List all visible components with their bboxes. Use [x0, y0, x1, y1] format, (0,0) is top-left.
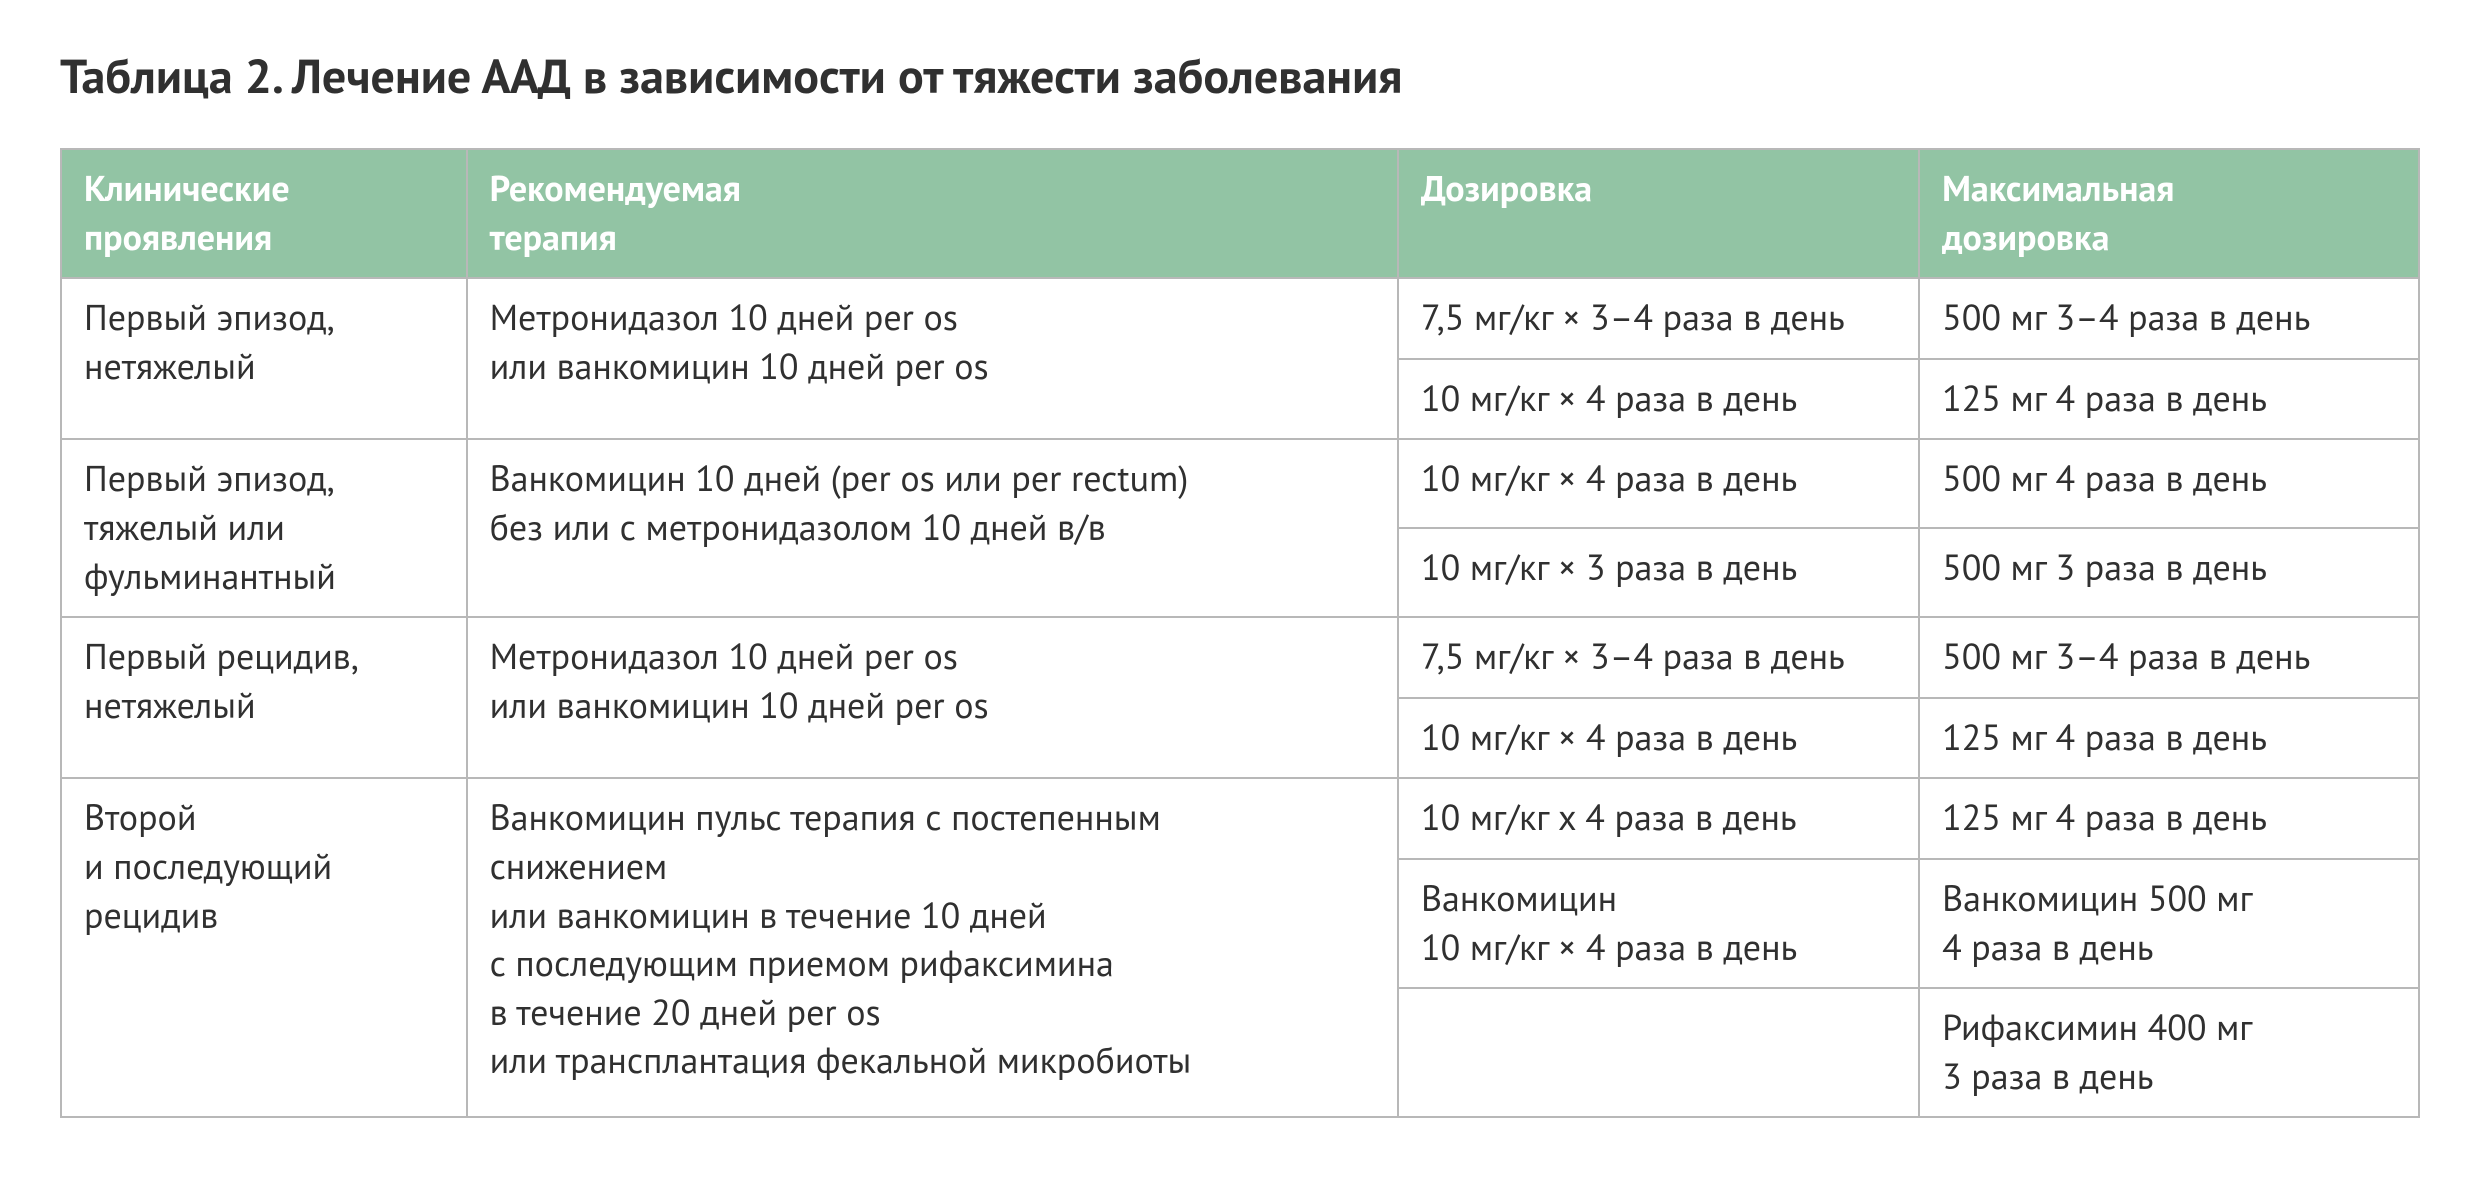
cell-dose: Ванкомицин 10 мг/кг × 4 раза в день: [1398, 859, 1919, 988]
col-therapy: Рекомендуемая терапия: [467, 149, 1398, 278]
cell-dose: 7,5 мг/кг × 3–4 раза в день: [1398, 278, 1919, 359]
cell-therapy: Метронидазол 10 дней per os или ванкомиц…: [467, 617, 1398, 778]
table-title: Таблица 2. Лечение ААД в зависимости от …: [60, 46, 2420, 106]
cell-therapy: Ванкомицин 10 дней (per os или per rectu…: [467, 439, 1398, 617]
table-row: Второй и последующий рецидив Ванкомицин …: [61, 778, 2419, 859]
col-max-dose: Максимальная дозировка: [1919, 149, 2419, 278]
table-header-row: Клинические проявления Рекомендуемая тер…: [61, 149, 2419, 278]
cell-max: 125 мг 4 раза в день: [1919, 778, 2419, 859]
col-dose: Дозировка: [1398, 149, 1919, 278]
table-body: Первый эпизод, нетяжелый Метронидазол 10…: [61, 278, 2419, 1117]
page: Таблица 2. Лечение ААД в зависимости от …: [0, 0, 2480, 1178]
table-row: Первый эпизод, тяжелый или фульминантный…: [61, 439, 2419, 528]
cell-dose: 10 мг/кг × 4 раза в день: [1398, 439, 1919, 528]
cell-max: 125 мг 4 раза в день: [1919, 698, 2419, 779]
cell-clinical: Первый эпизод, нетяжелый: [61, 278, 467, 439]
cell-max: 500 мг 3–4 раза в день: [1919, 617, 2419, 698]
col-clinical: Клинические проявления: [61, 149, 467, 278]
cell-clinical: Первый эпизод, тяжелый или фульминантный: [61, 439, 467, 617]
treatment-table: Клинические проявления Рекомендуемая тер…: [60, 148, 2420, 1118]
cell-dose: 10 мг/кг х 4 раза в день: [1398, 778, 1919, 859]
cell-dose: [1398, 988, 1919, 1117]
cell-max: 500 мг 3 раза в день: [1919, 528, 2419, 617]
table-row: Первый эпизод, нетяжелый Метронидазол 10…: [61, 278, 2419, 359]
cell-max: 125 мг 4 раза в день: [1919, 359, 2419, 440]
cell-dose: 10 мг/кг × 4 раза в день: [1398, 359, 1919, 440]
cell-max: Ванкомицин 500 мг 4 раза в день: [1919, 859, 2419, 988]
cell-max: 500 мг 3–4 раза в день: [1919, 278, 2419, 359]
cell-therapy: Метронидазол 10 дней per os или ванкомиц…: [467, 278, 1398, 439]
cell-max: Рифаксимин 400 мг 3 раза в день: [1919, 988, 2419, 1117]
cell-therapy: Ванкомицин пульс терапия с постепенным с…: [467, 778, 1398, 1117]
cell-dose: 10 мг/кг × 3 раза в день: [1398, 528, 1919, 617]
table-header: Клинические проявления Рекомендуемая тер…: [61, 149, 2419, 278]
cell-clinical: Второй и последующий рецидив: [61, 778, 467, 1117]
table-row: Первый рецидив, нетяжелый Метронидазол 1…: [61, 617, 2419, 698]
cell-dose: 7,5 мг/кг × 3–4 раза в день: [1398, 617, 1919, 698]
cell-clinical: Первый рецидив, нетяжелый: [61, 617, 467, 778]
cell-max: 500 мг 4 раза в день: [1919, 439, 2419, 528]
cell-dose: 10 мг/кг × 4 раза в день: [1398, 698, 1919, 779]
